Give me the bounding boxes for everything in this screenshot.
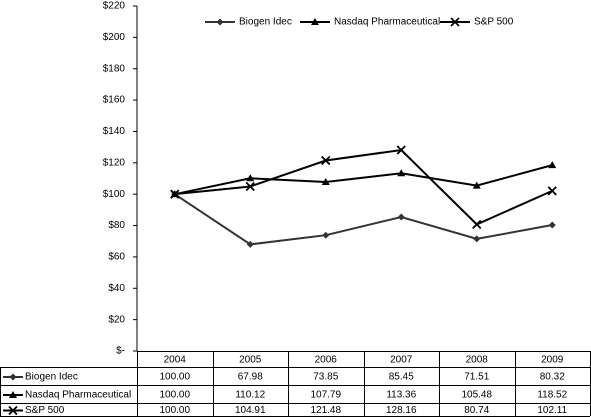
marker — [322, 231, 330, 239]
table-row-label: Biogen Idec — [25, 372, 78, 383]
legend-label: Biogen Idec — [239, 17, 292, 28]
y-tick-label: $120 — [103, 157, 126, 168]
y-tick-label: $160 — [103, 95, 126, 106]
table-cell: 121.48 — [310, 405, 341, 416]
table-cell: 102.11 — [537, 405, 567, 416]
y-tick-label: $20 — [108, 314, 125, 325]
marker — [473, 235, 481, 243]
y-tick-label: $40 — [108, 283, 125, 294]
marker — [246, 174, 255, 182]
x-tick-label: 2009 — [541, 355, 564, 366]
table-cell: 128.16 — [386, 405, 417, 416]
table-cell: 118.52 — [537, 390, 567, 401]
marker — [548, 161, 557, 169]
legend-label: S&P 500 — [474, 17, 514, 28]
x-tick-label: 2004 — [164, 355, 187, 366]
x-tick-label: 2005 — [239, 355, 262, 366]
marker — [396, 145, 406, 155]
table-cell: 107.79 — [310, 390, 341, 401]
marker — [397, 213, 405, 221]
marker — [9, 373, 17, 381]
table-cell: 80.74 — [464, 405, 489, 416]
y-tick-label: $140 — [103, 126, 126, 137]
table-cell: 71.51 — [464, 372, 489, 383]
marker — [472, 219, 482, 230]
marker — [216, 18, 224, 26]
y-tick-label: $80 — [108, 220, 125, 231]
marker — [548, 221, 556, 229]
marker — [8, 405, 18, 416]
table-cell: 113.36 — [386, 390, 416, 401]
marker — [397, 169, 406, 177]
marker — [311, 18, 319, 25]
table-cell: 80.32 — [540, 372, 565, 383]
table-cell: 85.45 — [389, 372, 414, 383]
marker — [245, 181, 255, 192]
y-tick-label: $200 — [103, 32, 126, 43]
x-tick-label: 2008 — [466, 355, 489, 366]
y-tick-label: $- — [116, 346, 125, 357]
table-cell: 73.85 — [313, 372, 338, 383]
marker — [321, 155, 331, 166]
y-tick-label: $60 — [108, 252, 125, 263]
table-row-label: Nasdaq Pharmaceutical — [25, 390, 131, 401]
series-line — [174, 193, 553, 246]
marker — [472, 181, 481, 189]
table-cell: 110.12 — [235, 390, 265, 401]
table-cell: 104.91 — [235, 405, 266, 416]
legend-label: Nasdaq Pharmaceutical — [334, 17, 440, 28]
table-row-label: S&P 500 — [25, 405, 65, 416]
y-tick-label: $100 — [103, 189, 126, 200]
marker — [170, 189, 180, 199]
y-tick-label: $220 — [103, 1, 126, 12]
table-cell: 100.00 — [159, 372, 190, 383]
marker — [9, 391, 17, 398]
series-line — [174, 148, 553, 226]
y-tick-label: $180 — [103, 63, 126, 74]
table-cell: 100.00 — [159, 405, 190, 416]
marker — [547, 186, 557, 196]
marker — [246, 240, 254, 248]
series-line — [174, 164, 553, 196]
table-cell: 67.98 — [238, 372, 263, 383]
x-tick-label: 2006 — [315, 355, 338, 366]
marker — [321, 177, 330, 185]
x-tick-label: 2007 — [390, 355, 413, 366]
table-cell: 105.48 — [461, 390, 492, 401]
marker — [450, 17, 460, 27]
table-cell: 100.00 — [159, 390, 190, 401]
